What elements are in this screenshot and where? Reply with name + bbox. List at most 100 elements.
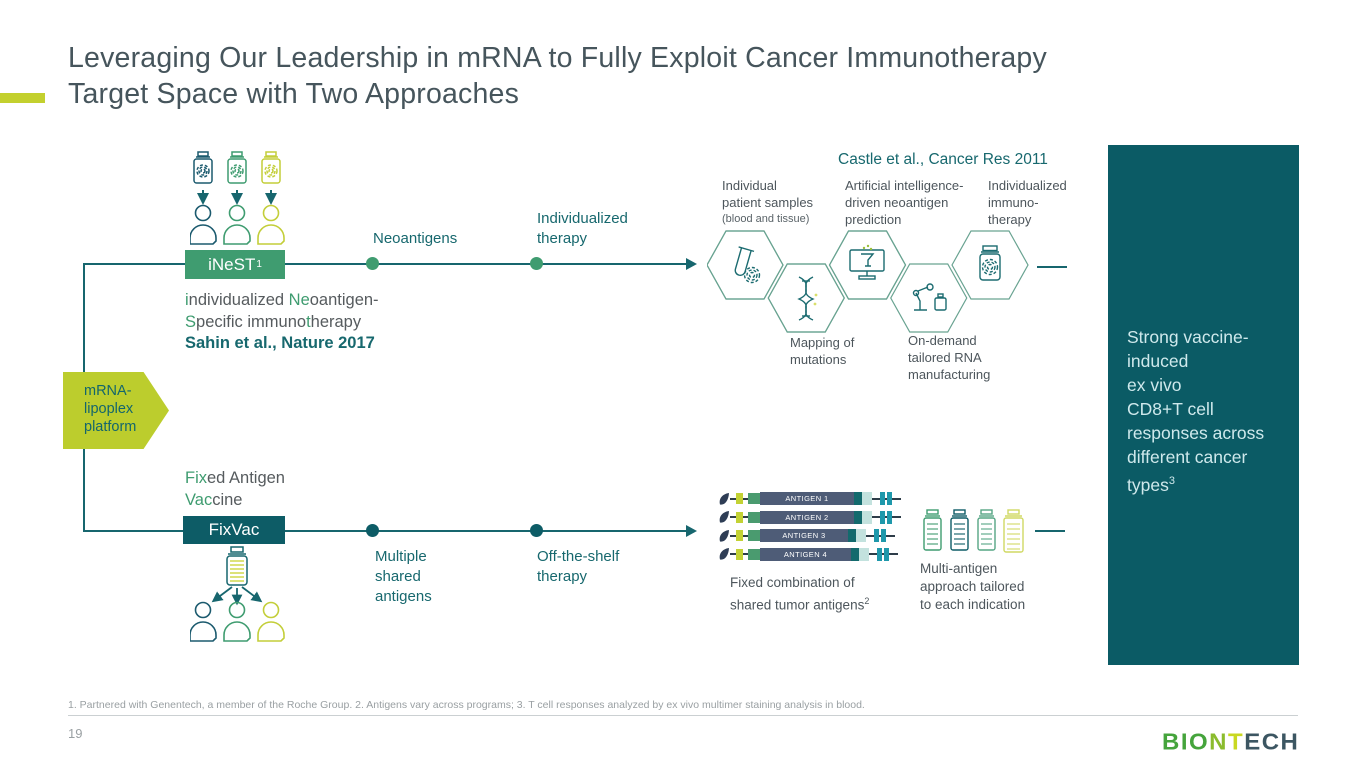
antigen-row: ANTIGEN 1 [718,492,901,505]
panel-line: ex vivo [1127,375,1182,395]
fixvac-name-seg: cine [212,490,243,509]
multi-antigen-vials-icons [922,508,1028,556]
milestone-line: therapy [537,230,588,247]
panel-line: types3 [1127,474,1175,495]
fixvac-label: FixVac [208,520,260,539]
caption-line: immuno- [988,195,1039,210]
fixvac-flow-line [83,530,686,532]
page-title: Leveraging Our Leadership in mRNA to Ful… [68,40,1047,112]
step-caption-individualized-immunotherapy: Individualized immuno- therapy [988,177,1067,228]
test-tube-fingerprint-icon [734,246,761,284]
inest-panel-connector [1037,266,1067,268]
mrna-lipoplex-platform-tag: mRNA- lipoplex platform [63,372,169,449]
antigen-bar: ANTIGEN 4 [760,547,851,561]
step-caption-mapping-mutations: Mapping of mutations [790,334,854,368]
title-accent-bar [0,93,45,103]
panel-line: different cancer [1127,447,1248,467]
step-caption-ai-prediction: Artificial intelligence- driven neoantig… [845,177,964,228]
result-panel: Strong vaccine- induced ex vivo CD8+T ce… [1108,145,1299,665]
process-hexagon-chain [707,228,1067,338]
cap-structure-icon [719,529,729,542]
fixvac-flow-arrowhead [686,525,697,537]
inest-desc-seg: ndividualized [188,291,289,309]
panel-line: responses across [1127,423,1265,443]
caption-line: Fixed combination of [730,575,855,590]
milestone-off-the-shelf: Off-the-shelf therapy [537,547,619,587]
footnote-marker: 2 [864,596,870,606]
caption-line: Individual [722,178,777,193]
inest-desc-seg: pecific immuno [196,312,307,331]
down-arrows-icon [190,190,292,205]
arrow-spread-icon [211,586,263,606]
fixvac-milestone-dot-2 [530,524,543,537]
inest-description-line2: Specific immunotherapy [185,312,379,334]
inest-milestone-dot-2 [530,257,543,270]
multi-antigen-caption: Multi-antigen approach tailored to each … [920,560,1025,614]
step-caption-rna-manufacturing: On-demand tailored RNA manufacturing [908,332,990,383]
footer-divider [68,715,1298,716]
page-title-line1: Leveraging Our Leadership in mRNA to Ful… [68,42,1047,74]
antigen-bar: ANTIGEN 2 [760,510,854,524]
biontech-logo: BIONTECH [1162,730,1299,757]
caption-line: tailored RNA [908,350,982,365]
page-title-line2: Target Space with Two Approaches [68,78,520,110]
inest-desc-seg: Ne [288,291,310,309]
inest-flow-line [83,263,686,265]
page-number: 19 [68,726,83,741]
antigen-caption: Fixed combination of shared tumor antige… [730,574,869,615]
milestone-line: therapy [537,568,588,585]
vial-quartet-icon [923,509,1024,553]
hexagon-chain-icon [707,230,1029,333]
caption-line: Mapping of [790,335,855,350]
cap-structure-icon [719,548,729,560]
milestone-line: antigens [375,588,432,605]
antigen-row: ANTIGEN 2 [718,510,901,524]
result-panel-text: Strong vaccine- induced ex vivo CD8+T ce… [1127,325,1264,497]
footnotes: 1. Partnered with Genentech, a member of… [68,699,865,711]
fixvac-name-line1: Fixed Antigen [185,468,285,490]
caption-line: Individualized [988,178,1067,193]
panel-line: CD8+T cell [1127,399,1214,419]
inest-desc-seg: herapy [310,312,362,331]
fixvac-label-box: FixVac [183,516,285,544]
caption-line: Multi-antigen [920,561,998,576]
caption-line: Artificial intelligence- [845,178,964,193]
process-reference-heading: Castle et al., Cancer Res 2011 [838,151,1048,168]
shared-vaccine-vial-icon [222,546,252,586]
cap-structure-icon [719,492,729,505]
patient-vials-icons [190,151,292,188]
caption-line: to each indication [920,597,1026,612]
person-trio-icon [190,601,285,642]
milestone-neoantigens: Neoantigens [373,230,458,247]
caption-line: On-demand [908,333,977,348]
vial-fingerprint-trio-icon [193,151,281,184]
vial-icon [226,546,248,586]
footnote-marker: 3 [1168,475,1175,487]
caption-line: patient samples [722,195,814,210]
caption-line: driven neoantigen [845,195,949,210]
logo-part: T [1228,729,1245,756]
inest-footnote-marker: 1 [256,259,262,270]
vial-fingerprint-icon [979,245,1001,281]
antigen-bar: ANTIGEN 1 [760,492,854,505]
platform-line: lipoplex [84,401,134,417]
fixvac-panel-connector [1035,530,1065,532]
inest-description-line1: individualized Neoantigen- [185,290,379,312]
inest-label-box: iNeST 1 [185,250,285,279]
inest-milestone-dot-1 [366,257,379,270]
population-icons [190,600,292,644]
fixvac-name-seg: Fix [185,469,207,487]
platform-line: platform [84,419,137,435]
inest-desc-seg: t [306,312,311,331]
inest-desc-seg: S [185,312,197,331]
inest-label: iNeST [208,254,256,274]
step-caption-patient-samples: Individual patient samples (blood and ti… [722,177,813,228]
caption-line: manufacturing [908,367,991,382]
logo-part: BIO [1162,729,1210,756]
caption-line: prediction [845,212,902,227]
inest-desc-seg: oantigen- [309,291,379,309]
milestone-line: Individualized [537,210,628,227]
arrow-down-trio-icon [197,190,277,205]
milestone-multiple-shared-antigens: Multiple shared antigens [375,547,432,607]
